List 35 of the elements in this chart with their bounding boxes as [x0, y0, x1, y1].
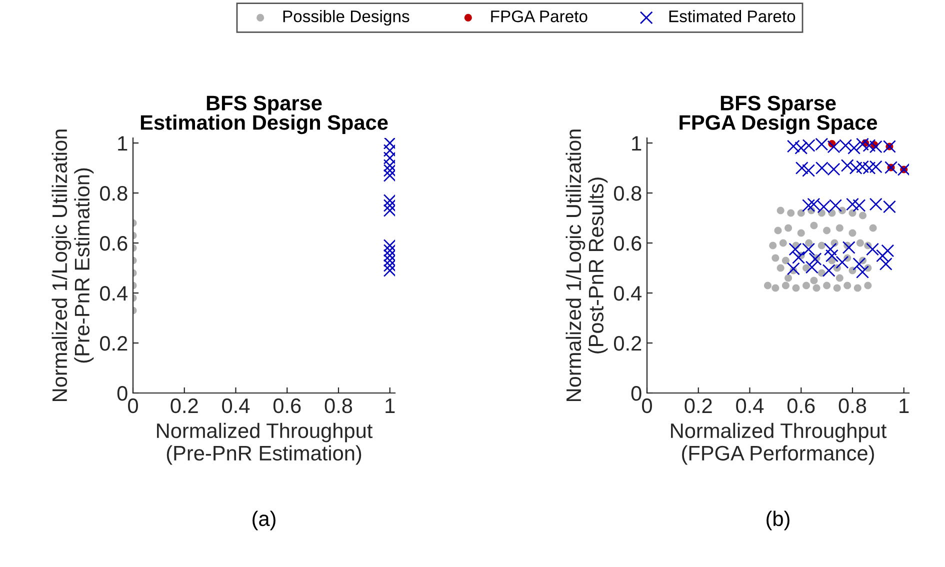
y-tick-label: 0	[117, 386, 128, 401]
x-tick-label: 0	[642, 398, 652, 414]
x-tick-label: 0.8	[838, 398, 866, 414]
x-axis-title: Normalized Throughput (Pre-PnR Estimation)	[157, 422, 373, 465]
y-tick-label: 0.8	[100, 186, 128, 201]
y-axis-title: Normalized 1/Logic Utilization (Post-PnR Results)	[566, 130, 608, 401]
text: (a)	[252, 510, 276, 530]
y-tick-label: 0.4	[100, 286, 128, 301]
x-tick-label: 0.6	[787, 398, 815, 414]
chart-title: BFS Sparse FPGA Design Space	[680, 96, 878, 134]
y-axis-title: Normalized 1/Logic Utilization (Pre-PnR Estimation)	[52, 130, 94, 401]
x-tick-label: 0.2	[170, 398, 198, 414]
y-tick-label: 0.6	[100, 236, 128, 251]
legend-label: FPGA Pareto	[491, 10, 588, 22]
y-tick-label: 0.2	[614, 336, 642, 351]
legend-label: Estimated Pareto	[669, 10, 796, 22]
y-tick-label: 1	[632, 136, 642, 151]
y-tick-label: 0.2	[100, 336, 128, 351]
x-tick-label: 0.2	[684, 398, 712, 414]
legend-label: Possible Designs	[283, 10, 410, 26]
text: (b)	[766, 510, 790, 530]
y-tick-label: 1	[118, 136, 128, 151]
x-tick-label: 0.8	[324, 398, 352, 414]
y-tick-label: 0.8	[614, 186, 642, 201]
x-tick-label: 0.4	[222, 398, 250, 414]
y-tick-label: 0.4	[614, 286, 642, 301]
x-tick-label: 0.6	[273, 398, 301, 414]
y-tick-label: 0	[631, 386, 642, 401]
x-tick-label: 1	[900, 398, 909, 413]
x-axis-title: Normalized Throughput (FPGA Performance)	[671, 422, 887, 465]
x-tick-label: 0.4	[736, 398, 764, 414]
x-tick-label: 1	[386, 398, 395, 413]
x-tick-label: 0	[128, 398, 138, 414]
chart-title: BFS Sparse Estimation Design Space	[140, 96, 388, 134]
y-tick-label: 0.6	[614, 236, 642, 251]
